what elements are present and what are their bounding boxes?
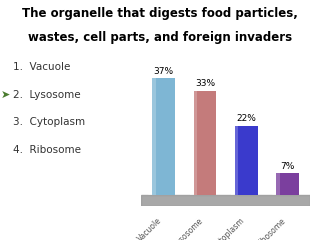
- Bar: [190, 91, 197, 195]
- Text: 3.  Cytoplasm: 3. Cytoplasm: [13, 117, 85, 127]
- Bar: [276, 173, 299, 195]
- Text: 7%: 7%: [280, 162, 295, 171]
- Bar: [194, 91, 216, 195]
- Bar: [141, 195, 310, 206]
- Bar: [194, 91, 216, 195]
- Bar: [148, 78, 156, 195]
- Bar: [273, 173, 280, 195]
- Text: 22%: 22%: [236, 114, 256, 123]
- Bar: [272, 173, 280, 195]
- Bar: [231, 126, 239, 195]
- Bar: [235, 126, 258, 195]
- Text: The organelle that digests food particles,: The organelle that digests food particle…: [22, 7, 298, 20]
- Text: 1.  Vacuole: 1. Vacuole: [13, 62, 70, 72]
- Bar: [276, 173, 299, 195]
- Text: 2.  Lysosome: 2. Lysosome: [13, 90, 80, 100]
- Text: 37%: 37%: [154, 67, 174, 76]
- Bar: [189, 91, 197, 195]
- Bar: [149, 78, 156, 195]
- Text: wastes, cell parts, and foreign invaders: wastes, cell parts, and foreign invaders: [28, 31, 292, 44]
- Bar: [235, 126, 258, 195]
- Text: 4.  Ribosome: 4. Ribosome: [13, 145, 81, 155]
- Text: ➤: ➤: [1, 90, 10, 100]
- Bar: [152, 78, 175, 195]
- Bar: [152, 78, 175, 195]
- Text: 33%: 33%: [195, 79, 215, 88]
- Bar: [231, 126, 238, 195]
